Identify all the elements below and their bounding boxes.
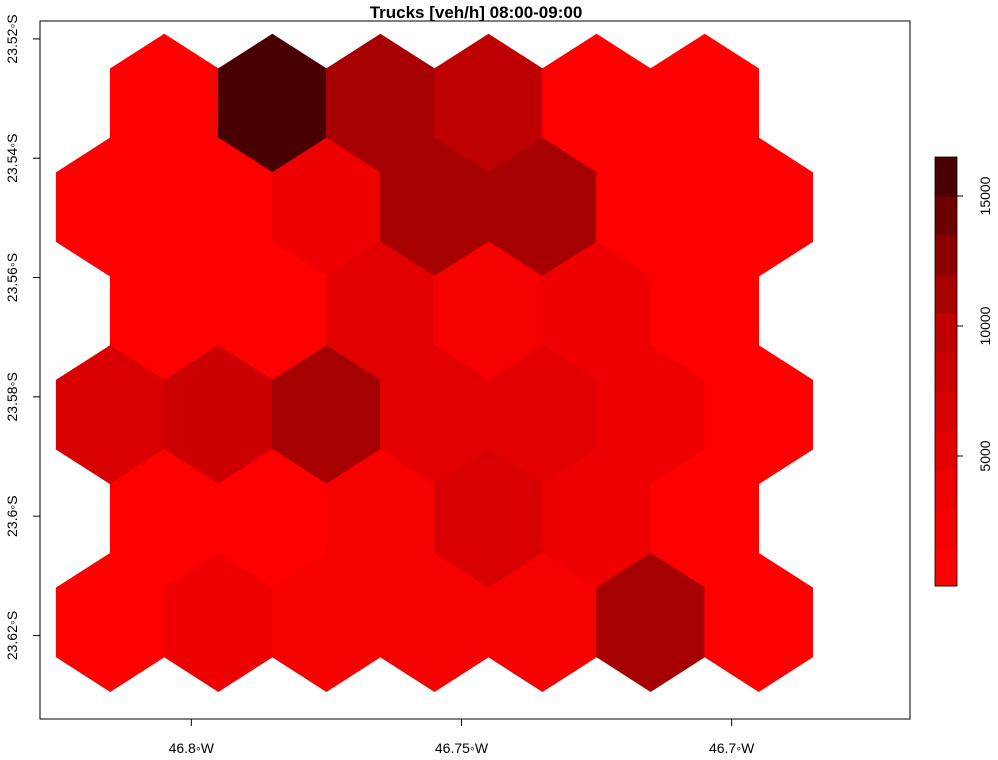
legend-tick-label: 15000 — [977, 176, 993, 215]
legend-swatch — [935, 235, 957, 275]
x-tick-label: 46.7◦W — [709, 740, 755, 756]
legend-swatch — [935, 547, 957, 587]
legend-swatch — [935, 430, 957, 470]
legend-tick-label: 10000 — [977, 306, 993, 345]
legend-swatch — [935, 469, 957, 509]
x-tick-label: 46.8◦W — [169, 740, 215, 756]
x-axis: 46.8◦W 46.75◦W 46.7◦W — [169, 719, 756, 756]
legend-swatch — [935, 352, 957, 392]
legend-swatch — [935, 508, 957, 548]
legend-tick-label: 5000 — [977, 440, 993, 471]
y-tick-label: 23.54◦S — [4, 134, 20, 183]
legend-swatch — [935, 313, 957, 353]
chart-title: Trucks [veh/h] 08:00-09:00 — [370, 3, 583, 22]
legend-swatch — [935, 157, 957, 197]
y-tick-label: 23.58◦S — [4, 372, 20, 421]
color-legend: 5000 10000 15000 — [935, 157, 993, 587]
legend-swatch — [935, 391, 957, 431]
y-tick-label: 23.56◦S — [4, 253, 20, 302]
y-tick-label: 23.62◦S — [4, 611, 20, 660]
legend-swatch — [935, 274, 957, 314]
legend-swatch — [935, 196, 957, 236]
x-tick-label: 46.75◦W — [435, 740, 489, 756]
y-tick-label: 23.6◦S — [4, 495, 20, 537]
y-axis: 23.52◦S 23.54◦S 23.56◦S 23.58◦S 23.6◦S 23.62◦… — [4, 14, 40, 660]
hexagon-layer — [56, 34, 813, 692]
y-tick-label: 23.52◦S — [4, 14, 20, 63]
